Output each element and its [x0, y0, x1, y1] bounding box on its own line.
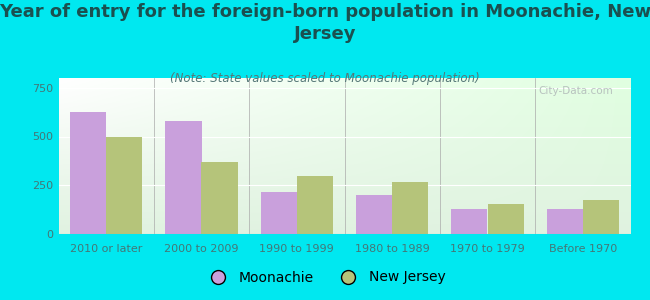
Bar: [165, 121, 202, 234]
Text: City-Data.com: City-Data.com: [539, 86, 614, 96]
Text: Year of entry for the foreign-born population in Moonachie, New
Jersey: Year of entry for the foreign-born popul…: [0, 3, 650, 43]
Bar: [202, 162, 238, 234]
Text: Before 1970: Before 1970: [549, 244, 617, 254]
Text: 1980 to 1989: 1980 to 1989: [355, 244, 430, 254]
Text: 2010 or later: 2010 or later: [70, 244, 142, 254]
Bar: [297, 176, 333, 234]
Text: 1970 to 1979: 1970 to 1979: [450, 244, 525, 254]
Bar: [356, 195, 392, 234]
Legend: Moonachie, New Jersey: Moonachie, New Jersey: [198, 265, 452, 290]
Bar: [547, 209, 583, 234]
Bar: [488, 204, 524, 234]
Bar: [583, 200, 619, 234]
Bar: [392, 182, 428, 234]
Bar: [261, 192, 297, 234]
Text: 1990 to 1999: 1990 to 1999: [259, 244, 334, 254]
Bar: [70, 112, 106, 234]
Bar: [451, 209, 488, 234]
Text: (Note: State values scaled to Moonachie population): (Note: State values scaled to Moonachie …: [170, 72, 480, 85]
Text: 2000 to 2009: 2000 to 2009: [164, 244, 239, 254]
Bar: [106, 136, 142, 234]
